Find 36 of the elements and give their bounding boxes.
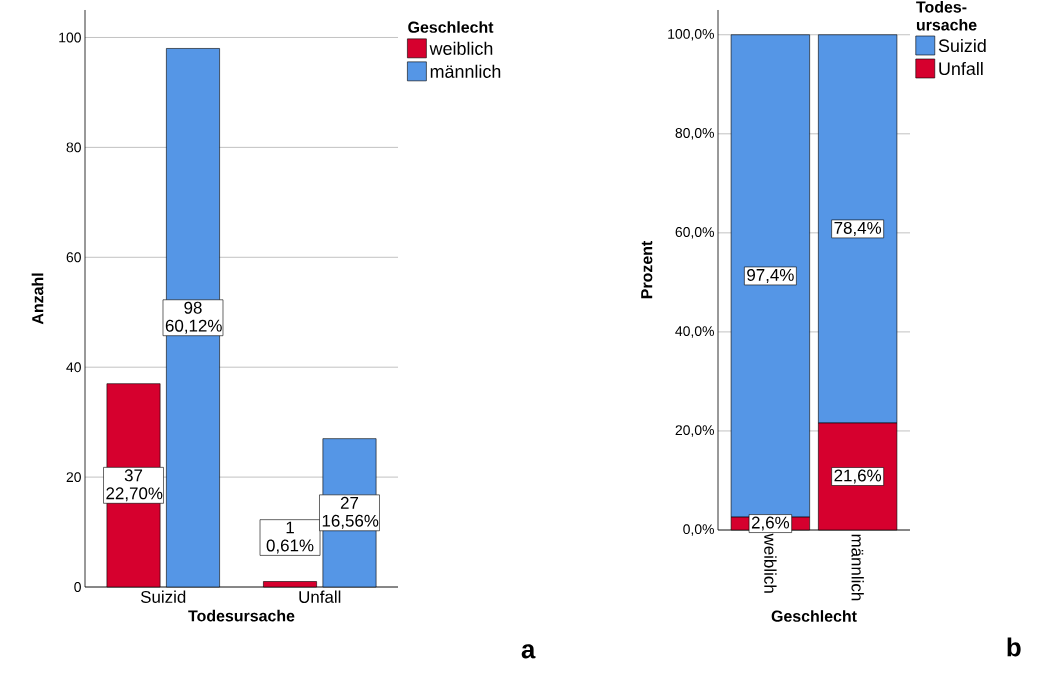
x-tick-label: männlich: [851, 534, 864, 601]
y-tick-label: 80,0%: [675, 128, 714, 140]
data-label: 2,6%: [751, 516, 790, 531]
x-axis-title: Todesursache: [188, 609, 295, 622]
y-tick-label: 60: [66, 252, 81, 263]
y-tick-label: 60,0%: [675, 227, 714, 239]
data-label: 21,6%: [834, 469, 882, 484]
legend-label: männlich: [430, 64, 501, 78]
y-axis-title: Anzahl: [31, 273, 44, 325]
data-label: 1 0,61%: [266, 521, 314, 554]
legend-title: Geschlecht: [408, 21, 494, 33]
x-tick-label: Suizid: [140, 590, 186, 603]
text: a: [521, 644, 536, 659]
x-tick-label: Unfall: [299, 590, 341, 603]
y-tick-label: 20: [66, 472, 81, 483]
y-tick-label: 100: [59, 32, 81, 43]
legend-label: Unfall: [939, 61, 983, 76]
data-label: 78,4%: [834, 221, 882, 236]
y-axis-title: Prozent: [641, 240, 653, 299]
y-tick-label: 0,0%: [683, 524, 714, 536]
y-tick-label: 40,0%: [675, 326, 714, 338]
y-tick-label: 80: [66, 142, 81, 153]
y-tick-label: 100,0%: [668, 28, 714, 41]
legend-label: weiblich: [429, 41, 493, 55]
x-tick-label: weiblich: [764, 533, 777, 593]
y-tick-label: 40: [66, 362, 81, 373]
legend-title: Todes- ursache: [916, 0, 977, 31]
data-label: 37 22,70%: [106, 469, 163, 502]
y-tick-label: 20,0%: [675, 425, 714, 437]
data-label: 97,4%: [747, 268, 794, 283]
legend-label: Suizid: [938, 38, 986, 53]
data-label: 27 16,56%: [322, 496, 379, 529]
y-tick-label: 0: [74, 582, 81, 592]
data-label: 98 60,12%: [165, 301, 222, 334]
text: b: [1007, 637, 1021, 657]
x-axis-title: Geschlecht: [771, 610, 857, 622]
